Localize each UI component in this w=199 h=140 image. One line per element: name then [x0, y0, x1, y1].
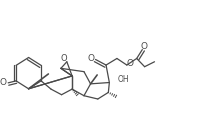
- Text: O: O: [0, 78, 7, 87]
- Text: O: O: [141, 42, 148, 51]
- Text: OH: OH: [117, 75, 129, 84]
- Text: O: O: [87, 54, 94, 63]
- Text: O: O: [60, 54, 67, 63]
- Text: O: O: [126, 59, 133, 68]
